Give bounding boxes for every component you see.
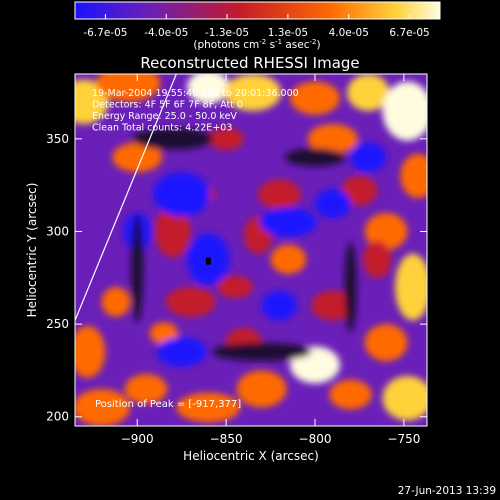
heatmap-blob: [217, 275, 253, 299]
peak-position-label: Position of Peak = [-917,377]: [95, 399, 241, 410]
heatmap-blob: [329, 379, 372, 410]
heatmap-blob: [314, 188, 351, 219]
colorbar-gradient: [74, 1, 441, 20]
heatmap-blob: [346, 74, 390, 112]
y-tick-label: 200: [46, 410, 69, 424]
heatmap-dark-band: [211, 342, 312, 361]
observation-info: 19-Mar-2004 19:55:46.000 to 20:01:36.000…: [92, 88, 299, 134]
x-tick-label: −800: [299, 432, 332, 446]
colorbar: -6.7e-05 -4.0e-05 -1.3e-05 1.3e-05 4.0e-05 6.…: [74, 1, 441, 51]
heatmap-blob: [382, 81, 427, 141]
colorbar-tick-label: 6.7e-05: [389, 27, 429, 39]
heatmap-dark-band: [132, 128, 213, 150]
colorbar-tick-label: -1.3e-05: [205, 27, 249, 39]
x-tick-label: −750: [387, 432, 420, 446]
colorbar-tick-label: -4.0e-05: [144, 27, 188, 39]
heatmap-blob: [165, 287, 216, 317]
timestamp: 27-Jun-2013 13:39: [398, 485, 496, 497]
heatmap-blob: [186, 74, 230, 104]
heatmap-blob: [382, 376, 427, 421]
info-line: Energy Range: 25.0 - 50.0 keV: [92, 111, 237, 122]
heatmap-blob: [176, 392, 241, 423]
colorbar-tick-label: 4.0e-05: [329, 27, 369, 39]
info-line: 19-Mar-2004 19:55:46.000 to 20:01:36.000: [92, 88, 299, 99]
x-tick-label: −900: [121, 432, 154, 446]
y-tick-label: 300: [46, 224, 69, 238]
colorbar-tick-label: 1.3e-05: [268, 27, 308, 39]
colorbar-tick-label: -6.7e-05: [83, 27, 127, 39]
info-line: Clean Total counts: 4.22E+03: [92, 123, 232, 134]
heatmap-blob: [208, 127, 244, 150]
heatmap: [75, 74, 427, 426]
heatmap-blob: [75, 326, 106, 378]
colorbar-units: (photons cm-2 s-1 asec-2): [193, 38, 320, 51]
heatmap-blob: [364, 324, 408, 362]
heatmap-blob: [156, 337, 207, 367]
heatmap-blob: [261, 290, 298, 321]
heatmap-blob: [112, 142, 163, 173]
chart-title: Reconstructed RHESSI Image: [140, 54, 359, 72]
plot-frame: [74, 73, 428, 427]
x-axis-label: Heliocentric X (arcsec): [183, 449, 319, 463]
info-line: Detectors: 4F 5F 6F 7F 8F, Att 0: [92, 100, 243, 111]
heatmap-blob: [341, 175, 378, 206]
heatmap-blob: [124, 374, 168, 404]
heatmap-blob: [311, 290, 355, 321]
peak-marker: [205, 257, 211, 265]
heatmap-dark-band: [285, 148, 345, 167]
y-tick-label: 250: [46, 317, 69, 331]
heatmap-blob: [75, 388, 131, 426]
x-tick-label: −850: [210, 432, 243, 446]
heatmap-blob: [101, 287, 131, 317]
heatmap-dark-band: [344, 242, 357, 333]
heatmap-blob: [258, 179, 301, 210]
heatmap-blob: [154, 205, 191, 258]
heatmap-blob: [96, 74, 161, 102]
y-axis-label: Heliocentric Y (arcsec): [25, 183, 39, 318]
heatmap-blob: [236, 370, 287, 408]
heatmap-blob: [364, 212, 408, 250]
heatmap-blob: [224, 74, 282, 112]
heatmap-blob: [153, 172, 211, 217]
heatmap-blob: [270, 244, 307, 275]
heatmap-blob: [362, 240, 392, 278]
heatmap-blob: [400, 153, 427, 199]
heatmap-blob: [350, 142, 387, 173]
heatmap-dark-band: [131, 214, 144, 323]
heatmap-blob: [307, 124, 358, 154]
heatmap-blob: [290, 81, 340, 115]
solar-limb-line: [75, 74, 177, 321]
heatmap-blob: [394, 253, 427, 321]
heatmap-blob: [259, 207, 317, 238]
y-tick-label: 350: [46, 132, 69, 146]
